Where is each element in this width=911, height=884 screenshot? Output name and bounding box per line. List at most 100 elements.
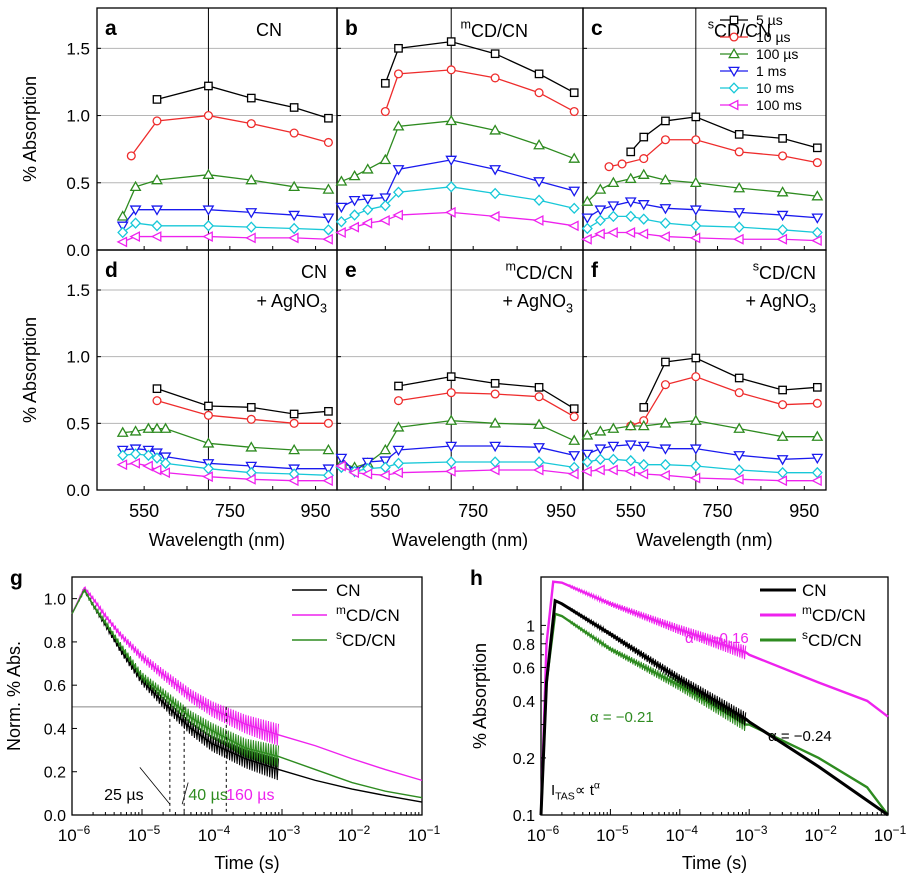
square-marker [289, 409, 299, 419]
triangle-left-marker [689, 232, 701, 244]
panel-letter: g [10, 567, 23, 590]
label-part: CN [256, 20, 282, 40]
diamond-marker [533, 456, 545, 468]
superscript: −3 [754, 823, 768, 837]
triangle-down-marker [637, 200, 650, 211]
diamond-marker [728, 82, 740, 94]
circle-marker [446, 388, 456, 398]
circle-marker [152, 396, 162, 406]
noisy-trace [568, 619, 747, 731]
diamond-marker [202, 220, 214, 232]
triangle-left-marker [245, 232, 256, 244]
y-tick-label: 0.2 [44, 765, 66, 782]
square-marker [626, 147, 636, 157]
y-tick-label: 0.4 [513, 694, 535, 711]
diamond-marker [607, 453, 619, 466]
triangle-left-marker [335, 227, 346, 238]
label-part: CD/CN [516, 263, 573, 283]
triangle-left-marker [150, 231, 162, 243]
triangle-up-marker [733, 422, 746, 433]
diamond-marker [245, 221, 257, 233]
circle-marker [660, 135, 670, 145]
square-marker [534, 382, 544, 392]
series-line [586, 200, 818, 219]
triangle-up-marker [689, 414, 702, 425]
y-tick-label: 1 [526, 618, 535, 635]
diamond-marker [625, 454, 637, 467]
triangle-up-marker [288, 443, 301, 455]
legend-label: CN [336, 581, 361, 600]
x-axis-title: Wavelength (nm) [392, 530, 528, 550]
series-line [156, 400, 329, 424]
triangle-left-marker [532, 214, 544, 226]
x-tick-label: 750 [702, 501, 732, 521]
triangle-left-marker [594, 464, 605, 476]
diamond-marker [607, 210, 619, 223]
y-tick-label: 1.0 [66, 107, 90, 126]
triangle-down-marker [129, 205, 142, 216]
square-marker [204, 81, 213, 91]
triangle-left-marker [689, 472, 701, 484]
series-line [156, 388, 329, 415]
triangle-up-marker [489, 124, 502, 135]
slope-label: α = −0.16 [685, 630, 749, 647]
x-tick-label: 950 [789, 501, 819, 521]
circle-marker [569, 106, 579, 117]
triangle-left-marker [811, 475, 822, 487]
triangle-up-marker [728, 47, 740, 59]
diamond-marker [142, 449, 154, 462]
series-line [341, 120, 575, 183]
triangle-up-marker [607, 176, 620, 188]
square-marker [490, 378, 500, 388]
series-line [130, 114, 329, 157]
square-marker [394, 43, 403, 53]
square-marker [490, 49, 500, 59]
circle-marker [393, 396, 404, 406]
diamond-marker [151, 452, 163, 464]
triangle-up-marker [776, 430, 789, 441]
diamond-marker [581, 222, 593, 235]
triangle-up-marker [689, 176, 702, 188]
label-part: 10 [527, 826, 546, 845]
panel-title: CN [256, 20, 282, 40]
x-axis-title: Wavelength (nm) [636, 530, 772, 550]
x-tick-label: 550 [616, 501, 646, 521]
diamond-marker [811, 226, 823, 239]
circle-marker [812, 158, 822, 168]
triangle-down-marker [159, 452, 172, 463]
x-tick-label: 10−6 [527, 823, 560, 845]
subscript: 3 [809, 301, 816, 315]
diamond-marker [659, 217, 671, 229]
triangle-down-marker [533, 177, 545, 188]
triangle-down-marker [811, 453, 824, 465]
label-part: CD/CN [812, 606, 866, 625]
diamond-marker [117, 226, 129, 239]
triangle-left-marker [581, 465, 592, 477]
circle-marker [734, 388, 744, 398]
panel-title: mCD/CN [506, 259, 574, 282]
triangle-up-marker [445, 414, 458, 425]
x-tick-label: 550 [370, 501, 400, 521]
series-line [384, 40, 575, 94]
subscript: 3 [320, 301, 327, 315]
triangle-up-marker [129, 180, 142, 192]
x-axis-title: Wavelength (nm) [149, 530, 285, 550]
triangle-left-marker [659, 231, 670, 243]
square-marker [569, 88, 579, 98]
subscript: TAS [555, 791, 575, 803]
triangle-down-marker [116, 221, 129, 232]
label-part: 10 [596, 826, 615, 845]
y-tick-label: 0.0 [44, 808, 66, 825]
y-tick-label: 1.5 [66, 281, 90, 300]
triangle-down-marker [594, 205, 607, 216]
superscript: −5 [147, 823, 161, 837]
diamond-marker [594, 453, 606, 466]
circle-marker [691, 135, 701, 145]
triangle-down-marker [581, 449, 594, 461]
superscript: −2 [357, 823, 371, 837]
square-marker [661, 357, 670, 367]
superscript: s [708, 17, 714, 31]
diamond-marker [379, 199, 391, 212]
triangle-up-marker [361, 163, 374, 174]
superscript: −4 [684, 823, 698, 837]
